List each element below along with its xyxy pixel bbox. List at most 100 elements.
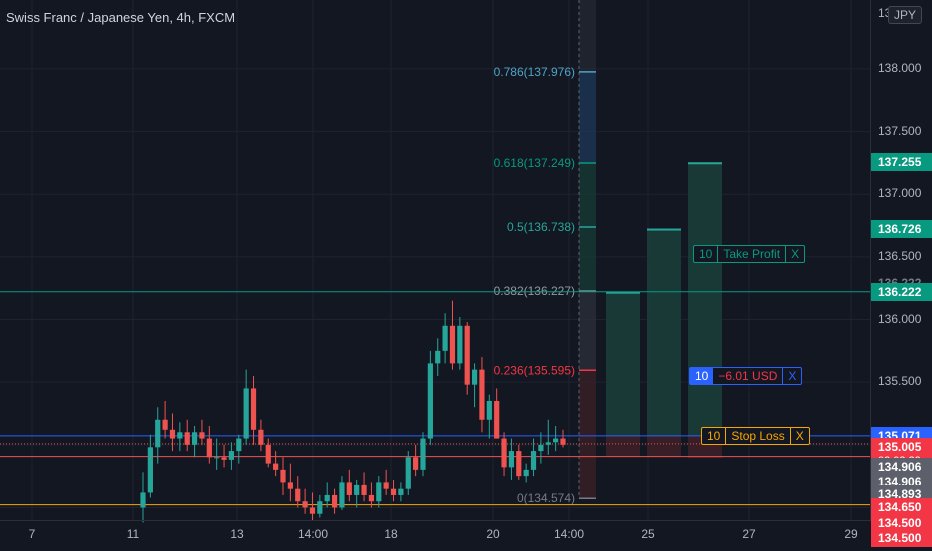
price-axis[interactable] bbox=[870, 0, 932, 520]
candle-body bbox=[317, 501, 323, 514]
price-tick-label: 136.500 bbox=[878, 248, 922, 263]
candle-body bbox=[280, 469, 286, 483]
forecast-profit-bar bbox=[688, 162, 722, 436]
candle-body bbox=[236, 438, 242, 452]
candle-body bbox=[339, 482, 345, 508]
price-badge-text: 136.726 bbox=[878, 221, 922, 236]
price-axis-badge: 134.500 bbox=[871, 514, 932, 533]
candle-body bbox=[464, 325, 470, 385]
time-tick-label: 14:00 bbox=[297, 527, 329, 541]
price-tick-label: 138.000 bbox=[878, 60, 922, 75]
forecast-bar-top bbox=[606, 291, 640, 294]
fib-level-label: 0.618(137.249) bbox=[494, 156, 575, 170]
candle-body bbox=[346, 482, 352, 495]
candle-body bbox=[177, 432, 183, 439]
candle-body bbox=[169, 429, 176, 439]
candle-body bbox=[243, 388, 249, 439]
price-axis-badge: 134.500 bbox=[871, 529, 932, 548]
price-axis-badge: 134.906 bbox=[871, 458, 932, 477]
candle-body bbox=[449, 325, 456, 364]
stop-loss-close-button[interactable]: X bbox=[795, 429, 804, 443]
price-tick-label: 137.000 bbox=[878, 186, 922, 201]
candle-body bbox=[206, 438, 212, 458]
stop-loss-qty: 10 bbox=[707, 429, 721, 443]
candle-body bbox=[479, 369, 485, 420]
candle-body bbox=[405, 457, 411, 489]
chart-title: Swiss Franc / Japanese Yen, 4h, FXCM bbox=[6, 10, 236, 25]
position-close-button[interactable]: X bbox=[788, 369, 797, 383]
candle-body bbox=[435, 350, 441, 364]
candle-body bbox=[368, 494, 375, 502]
take-profit-close-button[interactable]: X bbox=[791, 247, 800, 261]
candle-body bbox=[258, 429, 264, 445]
time-tick-label: 27 bbox=[742, 527, 756, 541]
price-badge-text: 137.255 bbox=[878, 155, 922, 170]
candle-body bbox=[545, 442, 551, 445]
candle-body bbox=[376, 482, 382, 502]
currency-button[interactable]: JPY bbox=[888, 6, 923, 24]
candle-body bbox=[265, 444, 271, 464]
candle-body bbox=[309, 507, 316, 514]
fib-level-label: 0(134.574) bbox=[517, 491, 575, 505]
candle-body bbox=[214, 457, 220, 459]
time-axis[interactable] bbox=[0, 520, 932, 551]
fib-level-label: 0.382(136.227) bbox=[494, 284, 575, 298]
forecast-bar-top bbox=[688, 162, 722, 165]
time-tick-label: 11 bbox=[126, 527, 140, 541]
candle-body bbox=[516, 451, 522, 477]
candle-body bbox=[250, 388, 257, 430]
price-badge-text: 136.222 bbox=[878, 284, 922, 299]
candle-body bbox=[471, 369, 478, 385]
candle-body bbox=[324, 494, 330, 502]
candle-body bbox=[221, 457, 227, 460]
fib-zone bbox=[579, 291, 596, 371]
candle-body bbox=[553, 438, 559, 443]
candle-body bbox=[390, 488, 397, 495]
price-badge-text: 134.650 bbox=[878, 500, 922, 515]
forecast-profit-bar bbox=[647, 228, 681, 436]
price-badge-text: 134.906 bbox=[878, 460, 922, 475]
forecast-bar-top bbox=[647, 228, 681, 231]
candle-body bbox=[420, 438, 426, 470]
candle-body bbox=[140, 492, 146, 508]
stop-loss-order[interactable]: 10 Stop Loss X bbox=[701, 427, 810, 445]
candle-body bbox=[273, 463, 279, 470]
price-badge-text: 135.005 bbox=[878, 440, 922, 455]
take-profit-label: Take Profit bbox=[723, 247, 781, 261]
candle-body bbox=[184, 432, 190, 445]
candle-body bbox=[427, 363, 433, 439]
time-tick-label: 25 bbox=[641, 527, 655, 541]
fib-level-label: 0.786(137.976) bbox=[494, 65, 575, 79]
time-tick-label: 29 bbox=[844, 527, 858, 541]
time-tick-label: 14:00 bbox=[553, 527, 585, 541]
candle-body bbox=[302, 501, 308, 508]
position-order[interactable]: 10 −6.01 USD X bbox=[689, 367, 803, 385]
price-tick-label: 135.500 bbox=[878, 374, 922, 389]
candle-body bbox=[523, 469, 529, 477]
candle-body bbox=[383, 482, 389, 489]
fib-level-label: 0.236(135.595) bbox=[494, 363, 575, 377]
candle-body bbox=[442, 325, 448, 351]
time-tick-label: 13 bbox=[230, 527, 244, 541]
candle-body bbox=[398, 488, 404, 495]
forecast-loss-bar bbox=[647, 435, 681, 457]
candle-body bbox=[486, 400, 492, 420]
candle-body bbox=[494, 400, 500, 439]
time-tick-label: 18 bbox=[384, 527, 398, 541]
price-axis-badge: 134.650 bbox=[871, 498, 932, 517]
candle-body bbox=[191, 432, 198, 445]
candle-body bbox=[508, 451, 515, 468]
price-tick-label: 137.500 bbox=[878, 123, 922, 138]
take-profit-order[interactable]: 10 Take Profit X bbox=[693, 245, 806, 263]
price-badge-text: 134.893 bbox=[878, 486, 922, 501]
stop-loss-label: Stop Loss bbox=[731, 429, 785, 443]
candle-body bbox=[199, 432, 205, 439]
price-axis-badge: 134.893 bbox=[871, 484, 932, 503]
time-tick-label: 20 bbox=[486, 527, 500, 541]
candle-body bbox=[295, 488, 301, 502]
fib-level-label: 0.5(136.738) bbox=[507, 220, 575, 234]
candle-body bbox=[354, 484, 360, 495]
candle-body bbox=[560, 438, 566, 445]
